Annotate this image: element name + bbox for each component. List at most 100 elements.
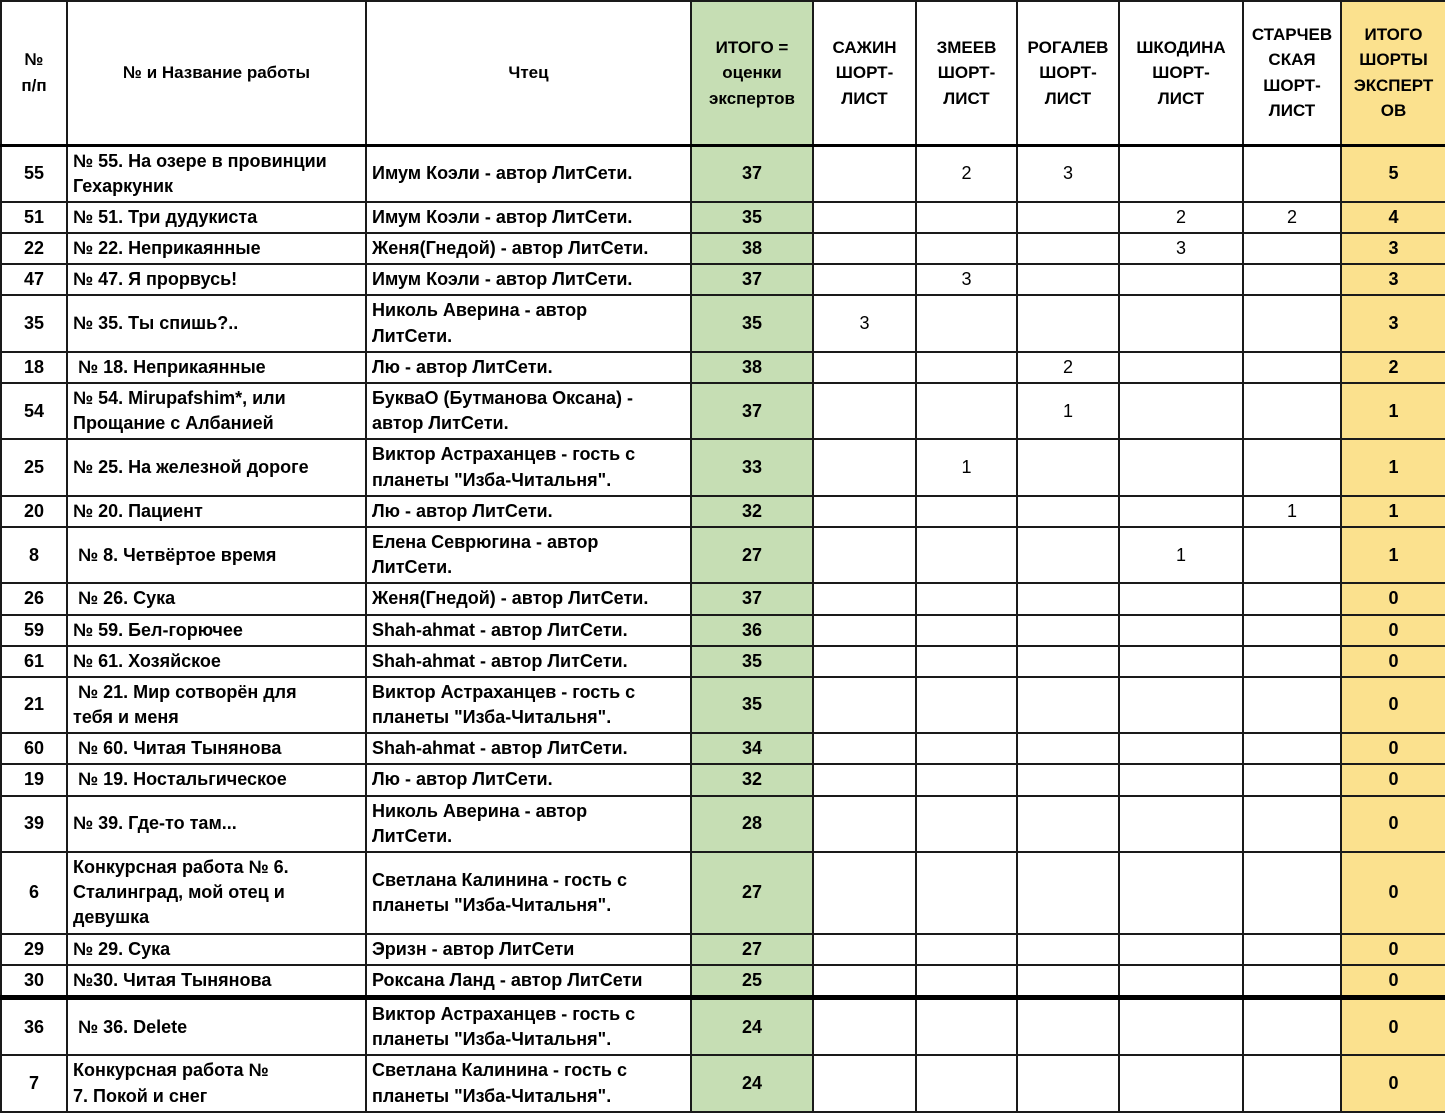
- cell-shortlist-shkodina: [1118, 996, 1244, 1057]
- cell-work-title: № 18. Неприкаянные: [66, 350, 367, 385]
- cell-work-title: №30. Читая Тынянова: [66, 963, 367, 1000]
- cell-shortlist-sazhin: [812, 963, 917, 1000]
- cell-shortlist-shkodina: 2: [1118, 200, 1244, 235]
- cell-shortlist-zmeev: [915, 851, 1018, 935]
- cell-shortlist-starchevskaya: [1242, 675, 1342, 735]
- cell-work-title: № 60. Читая Тынянова: [66, 732, 367, 766]
- cell-total-shortlists: 0: [1340, 851, 1445, 935]
- table-row: 30 №30. Читая Тынянова Роксана Ланд - авто…: [0, 963, 1445, 1000]
- cell-work-title: № 26. Сука: [66, 582, 367, 616]
- cell-shortlist-rogalev: [1016, 613, 1120, 647]
- cell-total-expert-score: 37: [690, 144, 814, 203]
- cell-shortlist-starchevskaya: [1242, 644, 1342, 678]
- cell-work-title: № 39. Где-то там...: [66, 794, 367, 854]
- cell-total-expert-score: 36: [690, 613, 814, 647]
- cell-reader-name: Виктор Астраханцев - гость с планеты "Из…: [365, 438, 692, 497]
- cell-total-shortlists: 1: [1340, 381, 1445, 441]
- table-row: 8 № 8. Четвёртое время Елена Севрюгина - …: [0, 525, 1445, 585]
- cell-work-title: № 61. Хозяйское: [66, 644, 367, 678]
- cell-shortlist-sazhin: [812, 851, 917, 935]
- cell-shortlist-starchevskaya: [1242, 613, 1342, 647]
- header-total-expert-scores: ИТОГО = оценки экспертов: [690, 0, 814, 147]
- table-row: 26 № 26. Сука Женя(Гнедой) - автор ЛитСет…: [0, 582, 1445, 616]
- cell-shortlist-rogalev: [1016, 1054, 1120, 1113]
- cell-shortlist-zmeev: [915, 200, 1018, 235]
- results-table-body: 55 № 55. На озере в провинции Гехаркуник И…: [0, 144, 1445, 1113]
- table-row: 29 № 29. Сука Эризн - автор ЛитСети 27 0: [0, 932, 1445, 966]
- table-row: 61 № 61. Хозяйское Shah-ahmat - автор ЛитС…: [0, 644, 1445, 678]
- cell-shortlist-zmeev: [915, 613, 1018, 647]
- cell-total-shortlists: 0: [1340, 996, 1445, 1057]
- table-row: 55 № 55. На озере в провинции Гехаркуник И…: [0, 144, 1445, 203]
- cell-shortlist-rogalev: [1016, 582, 1120, 616]
- cell-shortlist-starchevskaya: [1242, 232, 1342, 266]
- cell-total-expert-score: 27: [690, 851, 814, 935]
- cell-shortlist-sazhin: [812, 438, 917, 497]
- table-row: 36 № 36. Delete Виктор Астраханцев - гост…: [0, 996, 1445, 1057]
- cell-total-expert-score: 35: [690, 200, 814, 235]
- table-row: 22 № 22. Неприкаянные Женя(Гнедой) - автор…: [0, 232, 1445, 266]
- cell-work-title: № 59. Бел-горючее: [66, 613, 367, 647]
- cell-shortlist-sazhin: [812, 644, 917, 678]
- cell-total-expert-score: 24: [690, 996, 814, 1057]
- table-row: 51 № 51. Три дудукиста Имум Коэли - автор …: [0, 200, 1445, 235]
- table-row: 25 № 25. На железной дороге Виктор Астраха…: [0, 438, 1445, 497]
- cell-shortlist-zmeev: [915, 963, 1018, 1000]
- cell-shortlist-shkodina: [1118, 381, 1244, 441]
- cell-total-shortlists: 0: [1340, 763, 1445, 797]
- cell-entry-number: 6: [0, 851, 68, 935]
- cell-reader-name: Елена Севрюгина - автор ЛитСети.: [365, 525, 692, 585]
- cell-entry-number: 47: [0, 263, 68, 297]
- cell-shortlist-shkodina: [1118, 963, 1244, 1000]
- cell-reader-name: Виктор Астраханцев - гость с планеты "Из…: [365, 996, 692, 1057]
- cell-shortlist-shkodina: [1118, 851, 1244, 935]
- cell-shortlist-starchevskaya: [1242, 1054, 1342, 1113]
- header-shortlist-shkodina: ШКОДИНА ШОРТ- ЛИСТ: [1118, 0, 1244, 147]
- cell-reader-name: Лю - автор ЛитСети.: [365, 494, 692, 528]
- cell-shortlist-zmeev: [915, 1054, 1018, 1113]
- cell-total-shortlists: 3: [1340, 263, 1445, 297]
- cell-total-shortlists: 5: [1340, 144, 1445, 203]
- cell-entry-number: 20: [0, 494, 68, 528]
- cell-total-shortlists: 2: [1340, 350, 1445, 385]
- table-row: 39 № 39. Где-то там... Николь Аверина - ав…: [0, 794, 1445, 854]
- cell-shortlist-rogalev: [1016, 263, 1120, 297]
- table-row: 60 № 60. Читая Тынянова Shah-ahmat - авто…: [0, 732, 1445, 766]
- header-reader: Чтец: [365, 0, 692, 147]
- cell-total-shortlists: 0: [1340, 732, 1445, 766]
- cell-shortlist-rogalev: [1016, 438, 1120, 497]
- cell-entry-number: 61: [0, 644, 68, 678]
- cell-shortlist-zmeev: 3: [915, 263, 1018, 297]
- cell-total-shortlists: 0: [1340, 794, 1445, 854]
- table-row: 7 Конкурсная работа № 7. Покой и снег Свет…: [0, 1054, 1445, 1113]
- cell-shortlist-zmeev: [915, 350, 1018, 385]
- cell-entry-number: 55: [0, 144, 68, 203]
- cell-entry-number: 29: [0, 932, 68, 966]
- cell-total-expert-score: 38: [690, 232, 814, 266]
- cell-work-title: Конкурсная работа № 7. Покой и снег: [66, 1054, 367, 1113]
- cell-shortlist-zmeev: [915, 294, 1018, 353]
- cell-shortlist-starchevskaya: [1242, 294, 1342, 353]
- cell-shortlist-starchevskaya: [1242, 732, 1342, 766]
- cell-shortlist-sazhin: [812, 200, 917, 235]
- cell-shortlist-rogalev: [1016, 294, 1120, 353]
- cell-reader-name: Женя(Гнедой) - автор ЛитСети.: [365, 582, 692, 616]
- cell-shortlist-zmeev: [915, 525, 1018, 585]
- cell-shortlist-rogalev: [1016, 996, 1120, 1057]
- cell-shortlist-rogalev: [1016, 525, 1120, 585]
- cell-shortlist-shkodina: [1118, 613, 1244, 647]
- cell-shortlist-rogalev: 1: [1016, 381, 1120, 441]
- cell-entry-number: 36: [0, 996, 68, 1057]
- cell-shortlist-zmeev: [915, 644, 1018, 678]
- cell-shortlist-shkodina: [1118, 675, 1244, 735]
- cell-total-shortlists: 0: [1340, 613, 1445, 647]
- cell-total-shortlists: 1: [1340, 494, 1445, 528]
- cell-total-shortlists: 0: [1340, 1054, 1445, 1113]
- cell-entry-number: 25: [0, 438, 68, 497]
- cell-shortlist-sazhin: [812, 763, 917, 797]
- cell-total-shortlists: 0: [1340, 932, 1445, 966]
- cell-shortlist-sazhin: [812, 675, 917, 735]
- cell-shortlist-shkodina: [1118, 494, 1244, 528]
- cell-total-expert-score: 27: [690, 932, 814, 966]
